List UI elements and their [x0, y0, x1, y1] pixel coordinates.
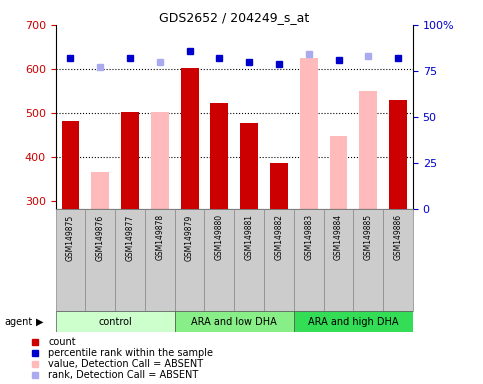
Text: value, Detection Call = ABSENT: value, Detection Call = ABSENT: [48, 359, 203, 369]
Text: GSM149881: GSM149881: [245, 214, 254, 260]
Text: ▶: ▶: [36, 316, 44, 327]
Text: ARA and low DHA: ARA and low DHA: [191, 316, 277, 327]
Bar: [300, 58, 318, 209]
Text: GSM149882: GSM149882: [274, 214, 284, 260]
Bar: [181, 68, 199, 209]
Bar: [115, 209, 145, 311]
Bar: [270, 163, 288, 209]
Bar: [383, 209, 413, 311]
Text: ARA and high DHA: ARA and high DHA: [308, 316, 398, 327]
Text: count: count: [48, 336, 76, 346]
Text: GSM149875: GSM149875: [66, 214, 75, 261]
Bar: [204, 209, 234, 311]
Bar: [389, 99, 407, 209]
Bar: [329, 136, 347, 209]
Bar: [234, 209, 264, 311]
Bar: [354, 209, 383, 311]
Text: GSM149886: GSM149886: [394, 214, 402, 260]
Text: GSM149884: GSM149884: [334, 214, 343, 260]
Bar: [175, 311, 294, 332]
Bar: [294, 209, 324, 311]
Bar: [56, 311, 175, 332]
Bar: [91, 172, 109, 209]
Text: GSM149877: GSM149877: [126, 214, 134, 261]
Bar: [211, 103, 228, 209]
Text: GSM149880: GSM149880: [215, 214, 224, 260]
Bar: [61, 121, 79, 209]
Bar: [175, 209, 204, 311]
Text: GSM149878: GSM149878: [156, 214, 164, 260]
Text: GSM149885: GSM149885: [364, 214, 373, 260]
Bar: [85, 209, 115, 311]
Text: GSM149879: GSM149879: [185, 214, 194, 261]
Bar: [145, 209, 175, 311]
Text: rank, Detection Call = ABSENT: rank, Detection Call = ABSENT: [48, 370, 199, 380]
Bar: [121, 112, 139, 209]
Title: GDS2652 / 204249_s_at: GDS2652 / 204249_s_at: [159, 11, 310, 24]
Bar: [264, 209, 294, 311]
Text: GSM149883: GSM149883: [304, 214, 313, 260]
Bar: [56, 209, 85, 311]
Text: control: control: [98, 316, 132, 327]
Text: agent: agent: [5, 316, 33, 327]
Text: percentile rank within the sample: percentile rank within the sample: [48, 348, 213, 358]
Bar: [324, 209, 354, 311]
Bar: [294, 311, 413, 332]
Bar: [151, 112, 169, 209]
Text: GSM149876: GSM149876: [96, 214, 105, 261]
Bar: [359, 91, 377, 209]
Bar: [240, 123, 258, 209]
